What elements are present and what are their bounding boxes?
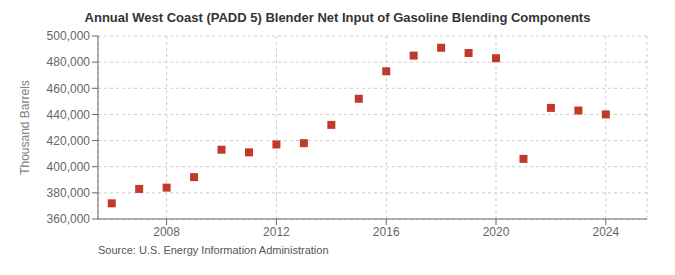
svg-text:360,000: 360,000 (47, 212, 91, 226)
svg-text:2020: 2020 (483, 225, 510, 239)
svg-text:460,000: 460,000 (47, 82, 91, 96)
svg-text:400,000: 400,000 (47, 160, 91, 174)
svg-text:500,000: 500,000 (47, 29, 91, 43)
svg-text:440,000: 440,000 (47, 108, 91, 122)
html-text:Source: U.S. Energy Informatio: Source: U.S. Energy Information Administ… (98, 244, 329, 256)
svg-text:Thousand Barrels: Thousand Barrels (18, 80, 32, 175)
svg-text:2012: 2012 (263, 225, 290, 239)
svg-text:2024: 2024 (592, 225, 619, 239)
svg-text:380,000: 380,000 (47, 186, 91, 200)
svg-text:480,000: 480,000 (47, 55, 91, 69)
svg-text:420,000: 420,000 (47, 134, 91, 148)
svg-text:2016: 2016 (373, 225, 400, 239)
html-text:Annual West Coast (PADD 5) Ble: Annual West Coast (PADD 5) Blender Net I… (84, 10, 591, 25)
svg-text:2008: 2008 (153, 225, 180, 239)
